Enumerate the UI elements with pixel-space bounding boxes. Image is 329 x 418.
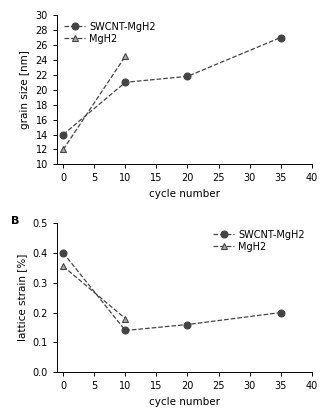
- Y-axis label: grain size [nm]: grain size [nm]: [20, 50, 30, 129]
- SWCNT-MgH2: [279, 310, 283, 315]
- Line: SWCNT-MgH2: SWCNT-MgH2: [60, 34, 284, 138]
- SWCNT-MgH2: [186, 74, 190, 79]
- SWCNT-MgH2: [61, 132, 65, 137]
- X-axis label: cycle number: cycle number: [149, 189, 220, 199]
- MgH2: [61, 147, 65, 152]
- Line: SWCNT-MgH2: SWCNT-MgH2: [60, 250, 284, 334]
- SWCNT-MgH2: [186, 322, 190, 327]
- Line: MgH2: MgH2: [60, 263, 129, 322]
- MgH2: [123, 316, 127, 321]
- Line: MgH2: MgH2: [60, 53, 129, 153]
- Text: B: B: [11, 216, 19, 226]
- SWCNT-MgH2: [123, 80, 127, 85]
- Y-axis label: lattice strain [%]: lattice strain [%]: [17, 254, 27, 342]
- MgH2: [61, 264, 65, 269]
- SWCNT-MgH2: [123, 328, 127, 333]
- SWCNT-MgH2: [279, 35, 283, 40]
- X-axis label: cycle number: cycle number: [149, 397, 220, 407]
- SWCNT-MgH2: [61, 250, 65, 255]
- MgH2: [123, 54, 127, 59]
- Legend: SWCNT-MgH2, MgH2: SWCNT-MgH2, MgH2: [62, 20, 158, 46]
- Legend: SWCNT-MgH2, MgH2: SWCNT-MgH2, MgH2: [211, 228, 307, 254]
